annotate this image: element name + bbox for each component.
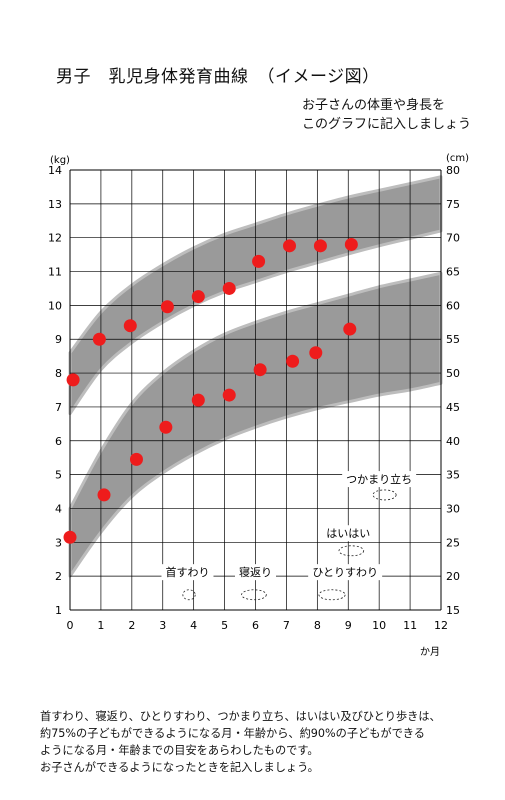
milestone-range-oval — [241, 589, 267, 601]
y-right-tick-label: 75 — [446, 198, 460, 211]
subtitle-line: お子さんの体重や身長を — [301, 98, 445, 113]
x-tick-label: 4 — [190, 619, 197, 632]
data-point — [252, 254, 266, 268]
milestone-label: 首すわり — [165, 565, 209, 579]
data-point — [97, 488, 111, 502]
y-left-tick-label: 5 — [55, 469, 62, 482]
data-point — [343, 322, 357, 336]
data-point — [66, 373, 80, 387]
y-left-tick-label: 3 — [55, 536, 62, 549]
milestone-label-background — [308, 564, 383, 581]
milestone-label: ひとりすわり — [312, 566, 378, 579]
data-point — [253, 363, 267, 377]
y-left-tick-label: 4 — [55, 502, 62, 515]
y-right-tick-label: 55 — [446, 333, 460, 346]
x-tick-label: 7 — [283, 619, 290, 632]
x-tick-label: 2 — [128, 619, 135, 632]
milestone-label-background — [161, 564, 214, 581]
y-right-tick-label: 20 — [446, 570, 460, 583]
y-left-tick-label: 1 — [55, 604, 62, 617]
data-point — [313, 239, 327, 253]
chart-axes: 1234567891011121314152025303540455055606… — [48, 164, 460, 632]
y-left-unit: (kg) — [50, 155, 70, 166]
y-right-tick-label: 35 — [446, 469, 460, 482]
y-right-tick-label: 45 — [446, 401, 460, 414]
explanatory-note: 首すわり、寝返り、ひとりすわり、つかまり立ち、はいはい及びひとり歩きは、 約75… — [40, 708, 490, 776]
note-line: ようになる月・年齢までの目安をあらわしたものです。 — [40, 744, 319, 757]
data-point — [63, 530, 77, 544]
x-tick-label: 10 — [372, 619, 386, 632]
x-unit-label: か月 — [420, 646, 440, 658]
page-title: 男子 乳児身体発育曲線 （イメージ図） — [56, 67, 380, 87]
y-left-tick-label: 2 — [55, 570, 62, 583]
y-left-tick-label: 8 — [55, 367, 62, 380]
y-right-tick-label: 70 — [446, 232, 460, 245]
data-point — [92, 332, 106, 346]
x-tick-label: 1 — [97, 619, 104, 632]
y-left-tick-label: 11 — [48, 266, 62, 279]
y-right-tick-label: 80 — [446, 164, 460, 177]
growth-chart: 1234567891011121314152025303540455055606… — [48, 153, 469, 658]
y-right-tick-label: 50 — [446, 367, 460, 380]
note-line: 首すわり、寝返り、ひとりすわり、つかまり立ち、はいはい及びひとり歩きは、 — [40, 710, 441, 723]
milestone-label-background — [322, 525, 375, 542]
y-right-tick-label: 30 — [446, 502, 460, 515]
y-right-tick-label: 60 — [446, 299, 460, 312]
y-left-tick-label: 9 — [55, 333, 62, 346]
data-point — [286, 354, 300, 368]
milestone-label: 寝返り — [239, 565, 272, 579]
data-point — [309, 346, 323, 360]
y-right-tick-label: 25 — [446, 536, 460, 549]
y-right-tick-label: 15 — [446, 604, 460, 617]
data-point — [123, 319, 137, 333]
y-left-tick-label: 12 — [48, 232, 62, 245]
y-left-tick-label: 14 — [48, 164, 62, 177]
y-right-unit: (cm) — [446, 153, 469, 164]
data-points — [63, 237, 358, 544]
y-left-tick-label: 7 — [55, 401, 62, 414]
data-point — [222, 388, 236, 402]
milestone-label-background — [235, 564, 276, 581]
x-tick-label: 12 — [434, 619, 448, 632]
data-point — [283, 239, 297, 253]
x-tick-label: 0 — [67, 619, 74, 632]
y-left-tick-label: 13 — [48, 198, 62, 211]
data-point — [159, 420, 173, 434]
x-tick-label: 8 — [314, 619, 321, 632]
x-tick-label: 3 — [159, 619, 166, 632]
data-point — [344, 237, 358, 251]
x-tick-label: 9 — [345, 619, 352, 632]
page-subtitle: お子さんの体重や身長を このグラフに記入しましょう — [302, 96, 471, 134]
milestone-range-oval — [338, 545, 365, 557]
milestone-label-background — [342, 471, 417, 488]
data-point — [160, 300, 174, 314]
milestone-range-oval — [372, 489, 397, 501]
note-line: 約75%の子どもができるようになる月・年齢から、約90%の子どもができる — [40, 727, 425, 740]
milestone-label: つかまり立ち — [346, 472, 412, 486]
y-left-tick-label: 6 — [55, 435, 62, 448]
data-point — [191, 290, 205, 304]
note-line: お子さんができるようになったときを記入しましょう。 — [40, 761, 319, 774]
milestone-label: はいはい — [326, 527, 370, 540]
subtitle-line: このグラフに記入しましょう — [301, 117, 471, 132]
data-point — [222, 281, 236, 295]
y-left-tick-label: 10 — [48, 299, 62, 312]
x-tick-label: 6 — [252, 619, 259, 632]
x-tick-label: 5 — [221, 619, 228, 632]
y-right-tick-label: 40 — [446, 435, 460, 448]
y-right-tick-label: 65 — [446, 266, 460, 279]
data-point — [191, 393, 205, 407]
milestone-range-oval — [318, 589, 346, 601]
milestone-range-oval — [182, 589, 196, 601]
x-tick-label: 11 — [403, 619, 417, 632]
data-point — [129, 452, 143, 466]
